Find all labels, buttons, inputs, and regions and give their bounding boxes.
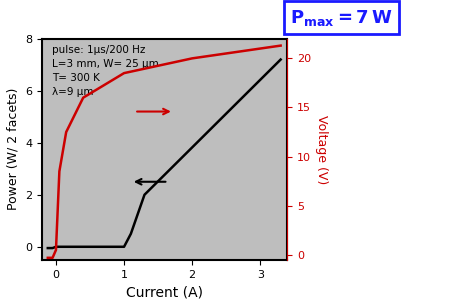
Text: pulse: 1μs/200 Hz
L=3 mm, W= 25 μm
T= 300 K
λ=9 μm: pulse: 1μs/200 Hz L=3 mm, W= 25 μm T= 30… — [52, 45, 159, 97]
Y-axis label: Voltage (V): Voltage (V) — [315, 115, 328, 184]
X-axis label: Current (A): Current (A) — [126, 285, 203, 299]
Text: $\mathbf{P_{max}}$$\mathbf{= 7\,W}$: $\mathbf{P_{max}}$$\mathbf{= 7\,W}$ — [290, 8, 392, 28]
Y-axis label: Power (W/ 2 facets): Power (W/ 2 facets) — [7, 88, 20, 211]
